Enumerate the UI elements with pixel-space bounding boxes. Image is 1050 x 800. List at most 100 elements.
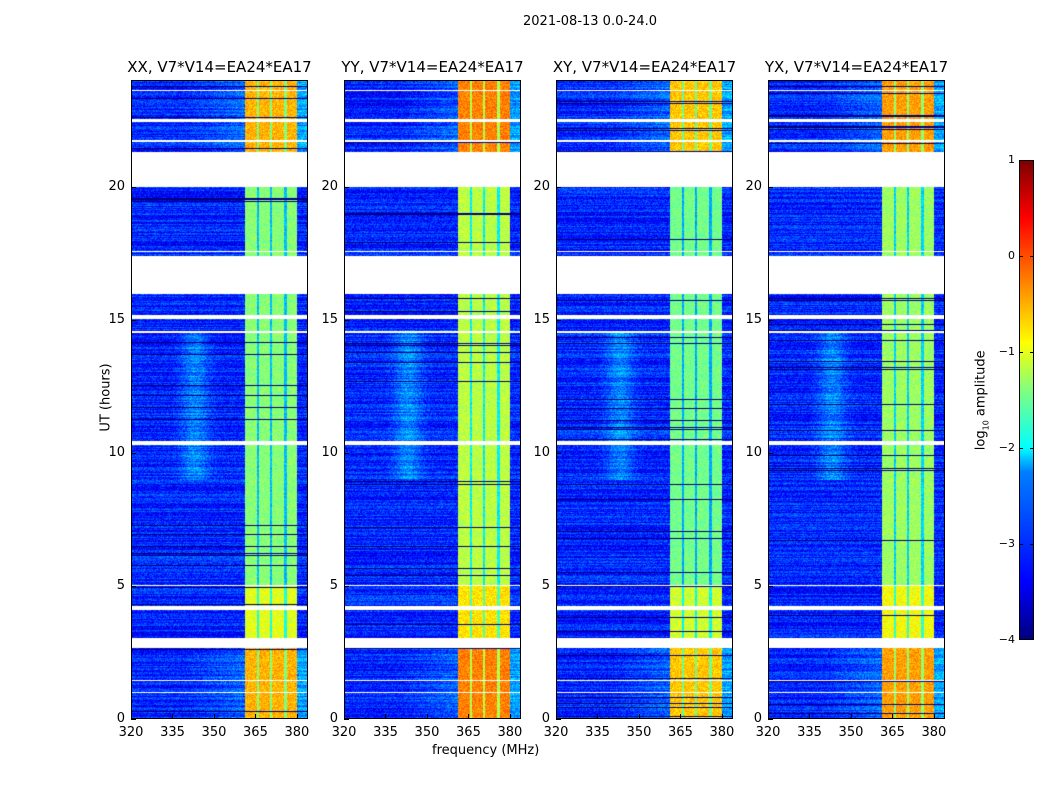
x-tick-label: 335 <box>160 725 185 740</box>
x-tick-label: 365 <box>880 725 905 740</box>
x-tick-mark <box>556 714 557 719</box>
heatmap-image <box>556 80 733 719</box>
y-tick-label: 5 <box>116 577 125 593</box>
panel-title: YY, V7*V14=EA24*EA17 <box>341 58 524 76</box>
y-tick-mark <box>131 186 136 188</box>
x-tick-label: 350 <box>414 725 440 740</box>
y-tick-label: 0 <box>541 711 550 726</box>
y-tick-label: 20 <box>745 178 762 194</box>
y-tick-mark <box>131 719 136 720</box>
y-tick-mark <box>344 452 349 454</box>
x-tick-label: 350 <box>201 725 227 740</box>
y-tick-mark <box>556 719 561 720</box>
colorbar-tick-mark <box>1019 352 1034 353</box>
y-tick-mark <box>768 452 773 454</box>
x-tick-mark <box>509 714 511 719</box>
y-tick-mark <box>344 719 349 720</box>
x-tick-label: 365 <box>456 725 481 740</box>
x-tick-label: 320 <box>331 725 357 740</box>
colorbar-tick-mark <box>1019 544 1034 545</box>
x-tick-mark <box>680 714 682 719</box>
y-tick-label: 0 <box>116 711 125 726</box>
x-tick-mark <box>468 714 470 719</box>
y-tick-label: 20 <box>533 178 550 194</box>
y-tick-mark <box>556 319 561 321</box>
y-tick-label: 10 <box>745 444 762 460</box>
x-tick-mark <box>638 714 640 719</box>
waterfall-panel-3: XY, V7*V14=EA24*EA17 0 5 10 15 20 320 335 350 365… <box>533 58 736 740</box>
y-tick-mark <box>344 319 349 321</box>
x-tick-mark <box>721 714 723 719</box>
y-tick-mark <box>344 186 349 188</box>
y-tick-label: 5 <box>753 577 762 593</box>
x-tick-mark <box>809 714 811 719</box>
colorbar-label: log10 amplitude <box>973 350 991 451</box>
x-tick-label: 335 <box>373 725 398 740</box>
heatmap-image <box>131 80 308 719</box>
y-tick-label: 10 <box>533 444 550 460</box>
x-tick-label: 350 <box>838 725 864 740</box>
x-tick-mark <box>426 714 428 719</box>
x-tick-label: 335 <box>797 725 822 740</box>
y-tick-label: 15 <box>108 311 125 327</box>
colorbar-tick-label: −3 <box>998 537 1015 550</box>
waterfall-panel-1: XX, V7*V14=EA24*EA17 0 5 10 15 20 320 335 350 365… <box>108 58 311 740</box>
x-tick-label: 320 <box>543 725 569 740</box>
x-tick-mark <box>131 714 132 719</box>
colorbar-tick-label: −4 <box>998 633 1015 646</box>
y-tick-label: 15 <box>533 311 550 327</box>
y-tick-label: 0 <box>329 711 338 726</box>
y-tick-mark <box>556 452 561 454</box>
x-tick-mark <box>892 714 894 719</box>
colorbar-tick-label: −1 <box>998 345 1015 358</box>
colorbar-tick-label: 0 <box>1008 249 1015 262</box>
x-tick-label: 320 <box>755 725 781 740</box>
x-tick-mark <box>213 714 215 719</box>
x-axis-label: frequency (MHz) <box>432 743 540 758</box>
heatmap-image <box>344 80 521 719</box>
y-tick-label: 5 <box>329 577 338 593</box>
x-tick-mark <box>597 714 599 719</box>
y-tick-mark <box>131 452 136 454</box>
y-tick-label: 10 <box>321 444 338 460</box>
y-tick-mark <box>131 585 136 587</box>
y-tick-mark <box>556 585 561 587</box>
y-tick-mark <box>344 585 349 587</box>
y-tick-label: 10 <box>108 444 125 460</box>
y-tick-label: 15 <box>321 311 338 327</box>
x-tick-label: 380 <box>497 725 523 740</box>
y-tick-mark <box>556 186 561 188</box>
colorbar-tick-label: −2 <box>998 441 1015 454</box>
x-tick-mark <box>385 714 387 719</box>
waterfall-panel-2: YY, V7*V14=EA24*EA17 0 5 10 15 20 320 335 350 365… <box>321 58 523 740</box>
colorbar-tick-label: 1 <box>1008 153 1015 166</box>
x-tick-label: 380 <box>921 725 947 740</box>
x-tick-label: 335 <box>585 725 610 740</box>
y-tick-label: 20 <box>108 178 125 194</box>
x-tick-mark <box>850 714 852 719</box>
y-tick-mark <box>768 186 773 188</box>
y-axis-label: UT (hours) <box>98 363 114 432</box>
waterfall-panel-4: YX, V7*V14=EA24*EA17 0 5 10 15 20 320 335 350 365… <box>745 58 948 740</box>
x-tick-mark <box>768 714 769 719</box>
heatmap-image <box>768 80 945 719</box>
x-tick-mark <box>255 714 257 719</box>
y-tick-mark <box>768 585 773 587</box>
colorbar-tick-mark <box>1019 256 1034 257</box>
x-tick-label: 350 <box>626 725 652 740</box>
x-tick-label: 365 <box>668 725 693 740</box>
colorbar-tick-mark <box>1019 448 1034 449</box>
x-tick-mark <box>296 714 298 719</box>
y-tick-label: 5 <box>541 577 550 593</box>
y-tick-label: 0 <box>753 711 762 726</box>
x-tick-mark <box>172 714 174 719</box>
colorbar <box>1019 160 1034 640</box>
x-tick-mark <box>933 714 935 719</box>
y-tick-mark <box>131 319 136 321</box>
x-tick-mark <box>344 714 345 719</box>
y-tick-mark <box>768 719 773 720</box>
y-tick-label: 15 <box>745 311 762 327</box>
y-tick-label: 20 <box>321 178 338 194</box>
x-tick-label: 320 <box>118 725 144 740</box>
y-tick-mark <box>768 319 773 321</box>
